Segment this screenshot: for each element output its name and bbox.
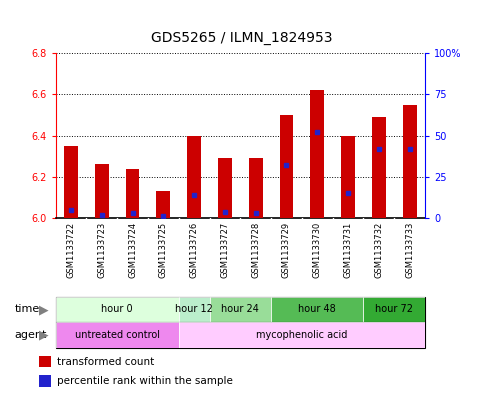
Text: ▶: ▶	[39, 329, 48, 342]
Text: hour 72: hour 72	[375, 305, 413, 314]
Text: ▶: ▶	[39, 303, 48, 316]
Bar	[341, 136, 355, 218]
Bar	[403, 105, 416, 218]
Bar	[95, 165, 109, 218]
Bar	[364, 297, 425, 322]
Bar	[179, 297, 210, 322]
Text: GSM1133730: GSM1133730	[313, 222, 322, 278]
Text: GSM1133733: GSM1133733	[405, 222, 414, 278]
Text: GSM1133724: GSM1133724	[128, 222, 137, 278]
Text: hour 12: hour 12	[175, 305, 213, 314]
Text: hour 48: hour 48	[298, 305, 336, 314]
Text: GSM1133732: GSM1133732	[374, 222, 384, 278]
Bar	[56, 297, 179, 322]
Bar	[187, 136, 201, 218]
Text: GSM1133729: GSM1133729	[282, 222, 291, 278]
Text: GDS5265 / ILMN_1824953: GDS5265 / ILMN_1824953	[151, 31, 332, 45]
Bar	[156, 191, 170, 218]
Text: transformed count: transformed count	[57, 356, 154, 367]
Bar	[218, 158, 232, 218]
Text: GSM1133727: GSM1133727	[220, 222, 229, 278]
Text: GSM1133723: GSM1133723	[97, 222, 106, 278]
Bar	[56, 322, 179, 348]
Text: percentile rank within the sample: percentile rank within the sample	[57, 376, 233, 386]
Bar	[39, 375, 51, 387]
Bar	[210, 297, 271, 322]
Bar	[64, 146, 78, 218]
Text: untreated control: untreated control	[75, 330, 159, 340]
Bar	[280, 115, 293, 218]
Text: mycophenolic acid: mycophenolic acid	[256, 330, 348, 340]
Bar	[271, 297, 364, 322]
Bar	[39, 356, 51, 367]
Text: agent: agent	[14, 330, 47, 340]
Text: GSM1133725: GSM1133725	[159, 222, 168, 278]
Bar	[249, 158, 263, 218]
Bar	[179, 322, 425, 348]
Text: hour 0: hour 0	[101, 305, 133, 314]
Text: GSM1133728: GSM1133728	[251, 222, 260, 278]
Text: GSM1133731: GSM1133731	[343, 222, 353, 278]
Bar	[311, 90, 324, 218]
Text: hour 24: hour 24	[221, 305, 259, 314]
Bar	[372, 117, 386, 218]
Text: GSM1133726: GSM1133726	[190, 222, 199, 278]
Bar	[126, 169, 140, 218]
Text: time: time	[14, 305, 40, 314]
Text: GSM1133722: GSM1133722	[67, 222, 75, 278]
